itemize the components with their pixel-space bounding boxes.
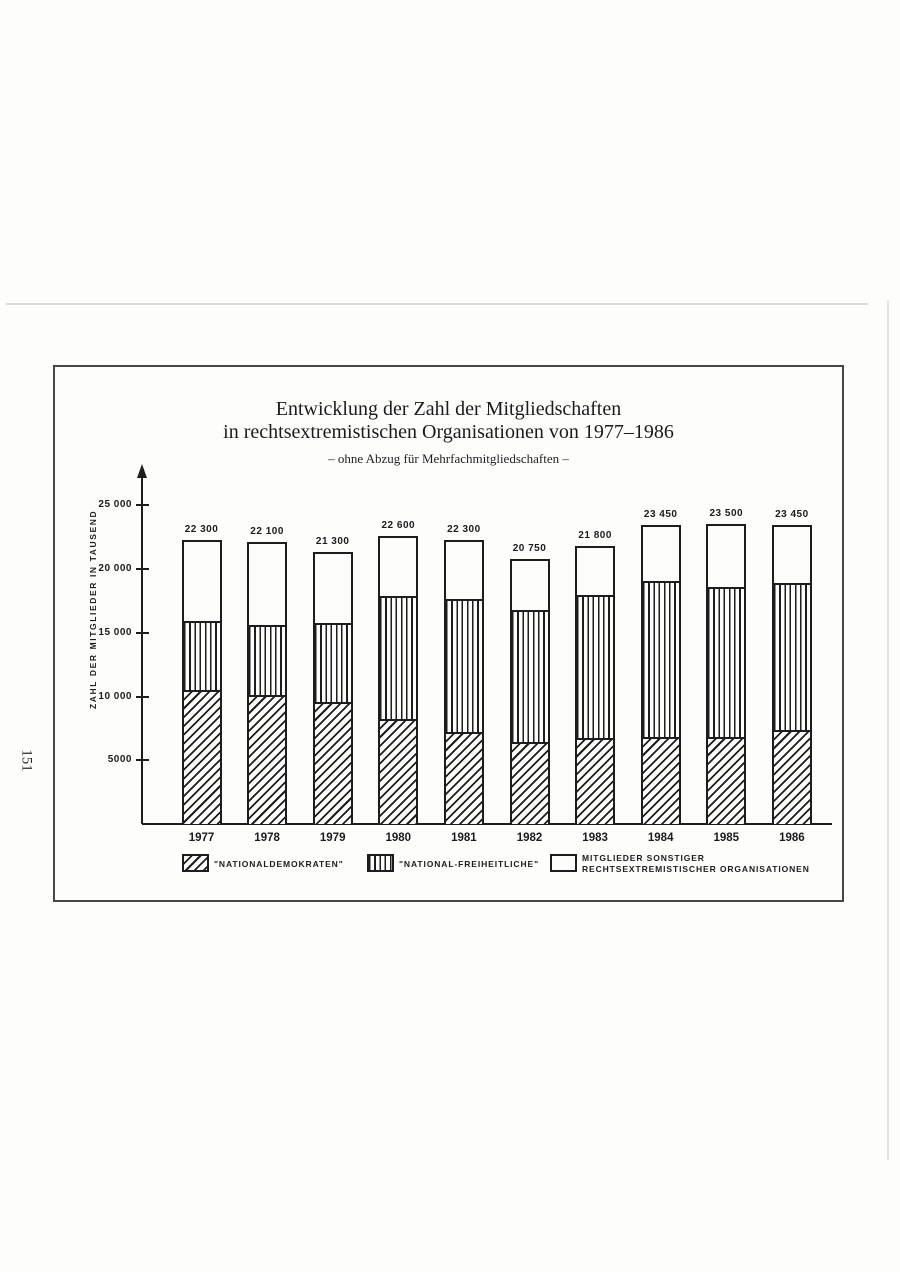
total-label-1986: 23 450 (775, 509, 809, 520)
bar-1986 (771, 525, 812, 824)
bar-segment-sonstige-1977 (183, 541, 220, 622)
chart-title-line2: in rechtsextremistischen Organisationen … (223, 421, 674, 443)
bar-segment-national-freiheitliche-1979 (314, 622, 351, 703)
bar-segment-nationaldemokraten-1980 (380, 718, 417, 824)
bar-segment-national-freiheitliche-1981 (445, 598, 482, 732)
bar-1981 (443, 539, 484, 824)
bar-1980 (378, 535, 419, 824)
bar-segment-sonstige-1983 (577, 548, 614, 595)
bar-1979 (312, 552, 353, 824)
bar-segment-sonstige-1981 (445, 541, 482, 599)
total-label-1983: 21 800 (578, 530, 612, 542)
legend-label-national-freiheitliche: "NATIONAL-FREIHEITLICHE" (399, 859, 539, 869)
total-label-1984: 23 450 (643, 509, 678, 520)
y-axis-tick (135, 631, 149, 634)
year-label-1984: 1984 (647, 832, 674, 844)
chart-legend: "NATIONALDEMOKRATEN" "NATIONAL-FREIHEITL… (55, 367, 842, 900)
bar-segment-sonstige-1985 (708, 526, 745, 588)
page-number: 151 (18, 749, 35, 772)
year-label-1983: 1983 (582, 832, 608, 844)
legend-label-nationaldemokraten: "NATIONALDEMOKRATEN" (214, 859, 344, 869)
bar-segment-sonstige-1978 (249, 544, 286, 626)
year-label-1982: 1982 (516, 832, 543, 844)
bar-segment-national-freiheitliche-1983 (577, 594, 614, 738)
legend-swatch-vertical-lines (367, 854, 394, 872)
total-label-1980: 22 600 (381, 519, 416, 531)
year-label-1979: 1979 (319, 832, 346, 844)
legend-label-sonstige-line1: MITGLIEDER SONSTIGER (582, 853, 705, 863)
bar-segment-sonstige-1986 (773, 527, 810, 584)
y-axis-tick-label: 20 000 (98, 563, 132, 574)
bar-segment-nationaldemokraten-1978 (249, 694, 286, 824)
bar-segment-nationaldemokraten-1984 (642, 736, 679, 824)
y-axis-tick-label: 10 000 (98, 690, 132, 702)
y-axis-tick (135, 568, 149, 570)
bar-segment-national-freiheitliche-1980 (380, 596, 417, 719)
bar-1978 (247, 542, 288, 824)
bar-segment-national-freiheitliche-1986 (773, 583, 810, 731)
bar-1977 (181, 539, 222, 824)
bar-segment-national-freiheitliche-1978 (249, 625, 286, 695)
year-label-1985: 1985 (713, 832, 740, 844)
year-label-1978: 1978 (254, 832, 280, 844)
bar-segment-nationaldemokraten-1981 (445, 731, 482, 824)
total-label-1985: 23 500 (709, 508, 744, 520)
bar-segment-national-freiheitliche-1982 (511, 610, 548, 742)
bar-segment-nationaldemokraten-1985 (708, 736, 745, 824)
bar-1985 (706, 524, 747, 824)
bar-segment-national-freiheitliche-1977 (183, 621, 220, 690)
bar-1982 (509, 559, 550, 824)
total-label-1981: 22 300 (447, 523, 481, 535)
total-label-1982: 20 750 (512, 543, 547, 555)
y-axis-tick-label: 15 000 (98, 626, 132, 638)
y-axis-arrow-icon (137, 464, 147, 478)
bar-segment-sonstige-1979 (314, 554, 351, 623)
year-label-1986: 1986 (779, 832, 805, 844)
bar-segment-national-freiheitliche-1984 (642, 580, 679, 737)
legend-swatch-white (550, 854, 577, 872)
bar-segment-nationaldemokraten-1983 (577, 737, 614, 824)
total-label-1978: 22 100 (250, 526, 284, 538)
chart-title: Entwicklung der Zahl der Mitgliedschafte… (55, 398, 842, 444)
x-axis-baseline (142, 823, 832, 825)
y-axis-tick-label: 25 000 (98, 499, 132, 511)
year-label-1977: 1977 (188, 832, 215, 844)
bar-segment-national-freiheitliche-1985 (708, 587, 745, 737)
legend-label-sonstige-line2: RECHTSEXTREMISTISCHER ORGANISATIONEN (582, 864, 810, 874)
bar-segment-nationaldemokraten-1986 (773, 730, 810, 824)
bar-1983 (575, 546, 616, 824)
bar-segment-nationaldemokraten-1977 (183, 689, 220, 824)
legend-swatch-diagonal-hatch (182, 854, 209, 872)
bar-segment-nationaldemokraten-1979 (314, 702, 351, 824)
y-axis-tick (135, 759, 149, 762)
scan-artifact-horizontal-line (6, 303, 868, 305)
y-axis-tick (135, 695, 149, 698)
figure-frame: Entwicklung der Zahl der Mitgliedschafte… (53, 365, 844, 902)
y-axis-tick-label: 5000 (107, 754, 132, 766)
total-label-1979: 21 300 (315, 536, 350, 548)
bar-segment-sonstige-1984 (642, 527, 679, 581)
scan-artifact-vertical-line (887, 300, 889, 1160)
chart-subtitle: – ohne Abzug für Mehrfachmitgliedschafte… (328, 451, 569, 466)
y-axis-tick (135, 504, 149, 507)
total-label-1977: 22 300 (184, 523, 219, 535)
year-label-1980: 1980 (385, 832, 412, 844)
bar-segment-nationaldemokraten-1982 (511, 741, 548, 824)
year-label-1981: 1981 (451, 832, 477, 844)
chart-title-line1: Entwicklung der Zahl der Mitgliedschafte… (275, 398, 622, 420)
y-axis-line (141, 477, 143, 824)
bar-segment-sonstige-1982 (511, 561, 548, 611)
stacked-bar-chart: ZAHL DER MITGLIEDER IN TAUSEND 25 000 20 … (55, 367, 842, 900)
bar-segment-sonstige-1980 (380, 537, 417, 597)
bar-1984 (640, 525, 681, 824)
